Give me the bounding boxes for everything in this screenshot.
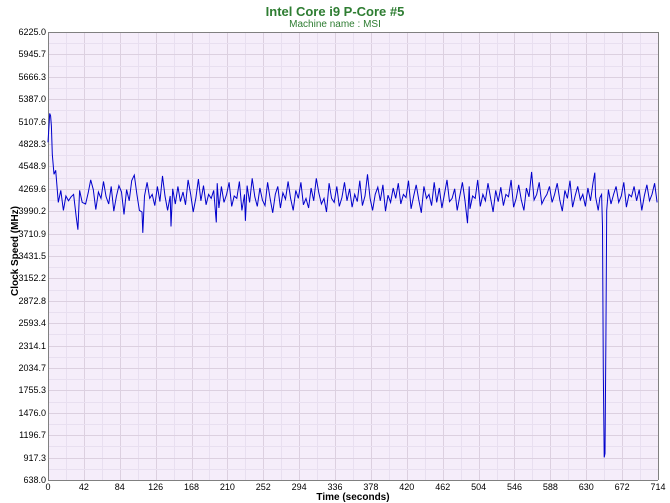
y-tick: 1196.7 — [19, 430, 46, 440]
x-tick: 420 — [397, 482, 417, 492]
y-tick: 4269.6 — [18, 184, 46, 194]
y-tick: 6225.0 — [18, 27, 46, 37]
y-tick: 2034.7 — [18, 363, 46, 373]
y-tick: 2593.4 — [18, 318, 46, 328]
x-tick: 504 — [469, 482, 489, 492]
y-tick: 3431.5 — [18, 251, 46, 261]
x-tick: 588 — [540, 482, 560, 492]
x-tick: 84 — [110, 482, 130, 492]
x-tick: 672 — [612, 482, 632, 492]
y-tick: 4828.3 — [18, 139, 46, 149]
x-tick: 168 — [182, 482, 202, 492]
x-tick: 378 — [361, 482, 381, 492]
y-tick: 3152.2 — [18, 273, 46, 283]
x-tick: 210 — [217, 482, 237, 492]
y-tick: 4548.9 — [18, 161, 46, 171]
y-tick: 917.3 — [23, 453, 46, 463]
y-tick: 3990.2 — [18, 206, 46, 216]
x-tick: 336 — [325, 482, 345, 492]
x-tick: 546 — [504, 482, 524, 492]
y-tick: 1476.0 — [18, 408, 46, 418]
y-tick: 5666.3 — [18, 72, 46, 82]
x-tick: 462 — [433, 482, 453, 492]
y-tick: 5945.7 — [18, 49, 46, 59]
y-tick: 2314.1 — [18, 341, 46, 351]
y-tick: 638.0 — [23, 475, 46, 485]
y-tick: 3710.9 — [18, 229, 46, 239]
x-tick: 714 — [648, 482, 668, 492]
y-tick: 5387.0 — [18, 94, 46, 104]
data-line — [0, 0, 670, 503]
x-tick: 126 — [146, 482, 166, 492]
y-tick: 2872.8 — [18, 296, 46, 306]
y-tick: 5107.6 — [18, 117, 46, 127]
x-tick: 630 — [576, 482, 596, 492]
x-tick: 294 — [289, 482, 309, 492]
y-tick: 1755.3 — [18, 385, 46, 395]
x-tick: 42 — [74, 482, 94, 492]
x-tick: 252 — [253, 482, 273, 492]
